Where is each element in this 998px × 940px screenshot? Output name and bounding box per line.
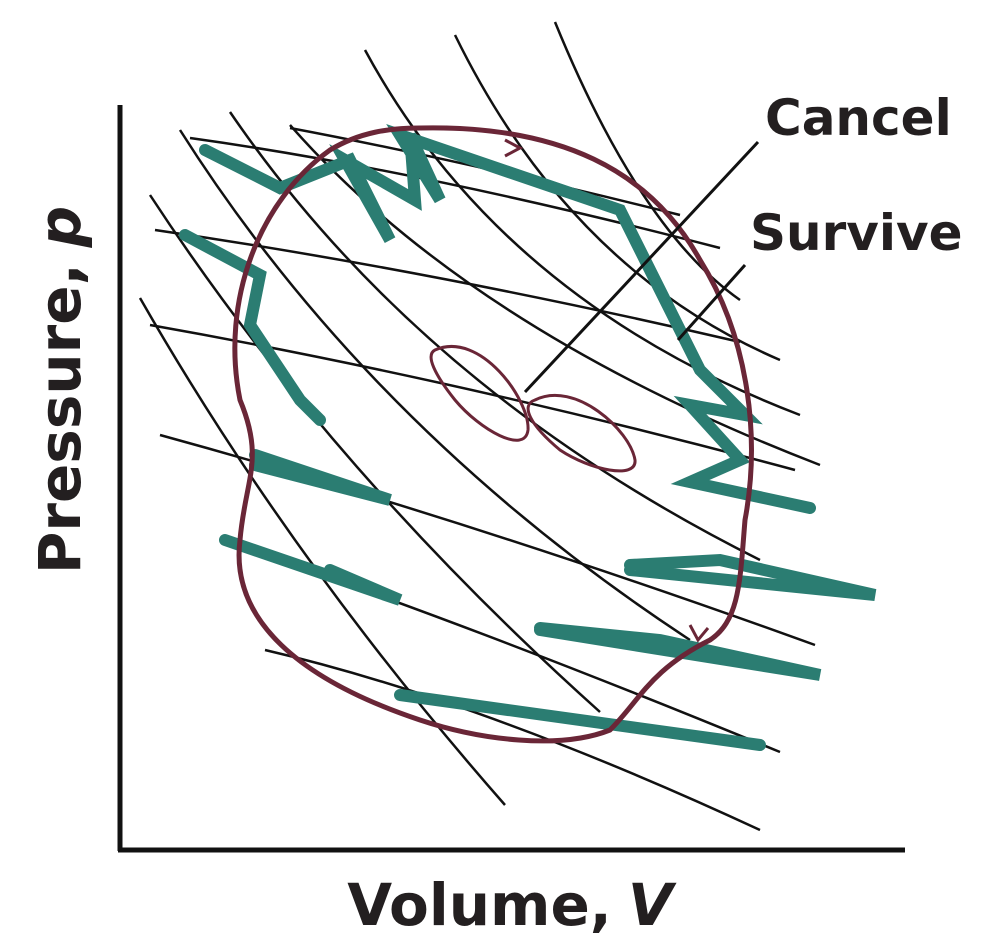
y-axis-symbol: p (26, 206, 94, 249)
zigzag-paths-part (219, 534, 403, 606)
adiabats-part (553, 21, 741, 302)
x-axis-text: Volume, (347, 871, 612, 939)
isotherms-part (159, 433, 816, 647)
adiabats-part (289, 124, 821, 467)
adiabats-part (148, 194, 601, 713)
cycle-part (688, 624, 710, 643)
zigzag-paths-part (199, 123, 816, 514)
leader-lines-part (523, 140, 760, 394)
adiabats-part (178, 129, 691, 642)
zigzag-paths-part (624, 553, 877, 601)
isotherms-part (154, 228, 741, 344)
leader-lines (523, 140, 760, 394)
zigzag-paths-part (179, 229, 326, 426)
isotherms-part (149, 323, 796, 472)
zigzag-paths-part (249, 449, 392, 506)
cycle-part (526, 393, 637, 473)
survive-label: Survive (750, 204, 963, 262)
zigzag-paths-part (534, 622, 822, 681)
zigzag-paths-part (394, 689, 766, 751)
zigzag-paths (179, 123, 877, 751)
x-axis-symbol: V (628, 871, 677, 939)
adiabats-part (453, 34, 781, 362)
cycle (232, 125, 754, 744)
y-axis-text: Pressure, (26, 263, 94, 574)
cycle-part (429, 345, 530, 442)
cycle-part (504, 138, 524, 158)
adiabats-part (138, 297, 506, 806)
isotherms-part (264, 648, 761, 832)
axes (117, 105, 905, 853)
x-axis-label: Volume, V (347, 871, 677, 939)
y-axis-label: Pressure, p (26, 206, 94, 574)
cycle-part (232, 125, 754, 744)
adiabats-part (363, 49, 801, 417)
cancel-label: Cancel (765, 89, 952, 147)
leader-lines-part (676, 264, 747, 341)
